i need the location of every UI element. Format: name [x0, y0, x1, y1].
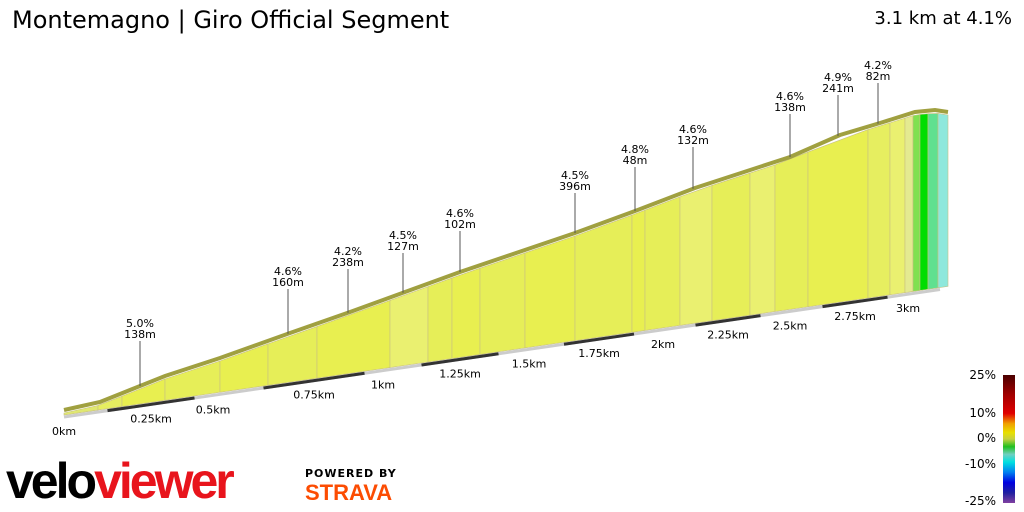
segment-length-label: 48m — [623, 154, 648, 167]
profile-base — [63, 288, 941, 419]
profile-slice — [574, 214, 633, 341]
distance-label: 2.75km — [834, 310, 876, 323]
profile-slice — [912, 114, 921, 292]
strava-logo[interactable]: STRAVA — [305, 480, 393, 505]
legend-label: 10% — [969, 406, 996, 420]
segment-length-label: 160m — [272, 276, 304, 289]
segment-title: Montemagno | Giro Official Segment — [12, 6, 450, 34]
distance-label: 1.25km — [439, 367, 481, 380]
segment-grade-label: 4.6% — [274, 265, 302, 278]
legend-label: 0% — [976, 431, 996, 445]
segment-grade-label: 4.6% — [776, 90, 804, 103]
segment-length-label: 132m — [677, 134, 709, 147]
distance-label: 0km — [52, 425, 76, 438]
segment-length-label: 138m — [124, 328, 156, 341]
profile-slice — [807, 129, 869, 308]
distance-scale-band — [421, 352, 499, 367]
profile-slice — [711, 172, 751, 322]
legend-label: 25% — [969, 368, 996, 382]
profile-slice — [451, 267, 481, 359]
segment-grade-label: 4.2% — [864, 59, 892, 72]
distance-label: 1.75km — [578, 347, 620, 360]
segment-grade-label: 4.9% — [824, 71, 852, 84]
segment-length-label: 127m — [387, 240, 419, 253]
distance-scale-band — [563, 332, 635, 346]
profile-slice — [679, 185, 713, 326]
segment-length-label: 82m — [866, 70, 891, 83]
distance-scale-band — [695, 314, 761, 327]
profile-slice — [927, 113, 939, 290]
profile-slice — [479, 252, 526, 355]
distance-label: 0.75km — [293, 389, 335, 402]
segment-length-label: 138m — [774, 101, 806, 114]
profile-slice — [919, 113, 929, 291]
gradient-legend-bar — [1003, 375, 1015, 503]
segment-length-label: 241m — [822, 82, 854, 95]
segment-grade-label: 4.6% — [679, 123, 707, 136]
segment-length-label: 396m — [559, 180, 591, 193]
profile-slice — [524, 235, 576, 349]
distance-label: 0.25km — [130, 412, 172, 425]
veloviewer-logo[interactable]: veloviewer — [6, 453, 235, 509]
segment-grade-label: 5.0% — [126, 317, 154, 330]
distance-label: 2.5km — [773, 319, 808, 332]
distance-label: 1.5km — [512, 357, 547, 370]
profile-slice — [904, 115, 914, 293]
distance-label: 2km — [651, 338, 675, 351]
segment-length-label: 102m — [444, 218, 476, 231]
distance-scale-band — [107, 396, 195, 413]
segment-grade-label: 4.6% — [446, 207, 474, 220]
legend-label: -25% — [964, 494, 996, 508]
legend-label: -10% — [964, 457, 996, 471]
profile-slice — [644, 196, 681, 331]
distance-scale-band — [263, 371, 365, 390]
segment-grade-label: 4.5% — [561, 169, 589, 182]
distance-label: 2.25km — [707, 328, 749, 341]
distance-label: 0.5km — [196, 403, 231, 416]
profile-top-edge — [63, 107, 949, 412]
profile-slice — [749, 164, 776, 316]
segment-grade-label: 4.2% — [334, 245, 362, 258]
profile-slice — [867, 122, 891, 299]
segment-summary: 3.1 km at 4.1% — [874, 8, 1012, 29]
segment-length-label: 238m — [332, 256, 364, 269]
segment-grade-label: 4.5% — [389, 229, 417, 242]
profile-slice — [631, 209, 646, 333]
profile-slice — [267, 326, 318, 386]
profile-slice — [774, 151, 809, 312]
profile-slice — [389, 286, 429, 368]
distance-scale-band — [822, 295, 888, 309]
powered-by-label: POWERED BY — [305, 467, 397, 480]
segment-grade-label: 4.8% — [621, 143, 649, 156]
profile-slice — [889, 117, 906, 296]
profile-slice — [937, 113, 949, 289]
profile-slice — [427, 277, 453, 363]
distance-label: 3km — [896, 302, 920, 315]
distance-label: 1km — [371, 379, 395, 392]
